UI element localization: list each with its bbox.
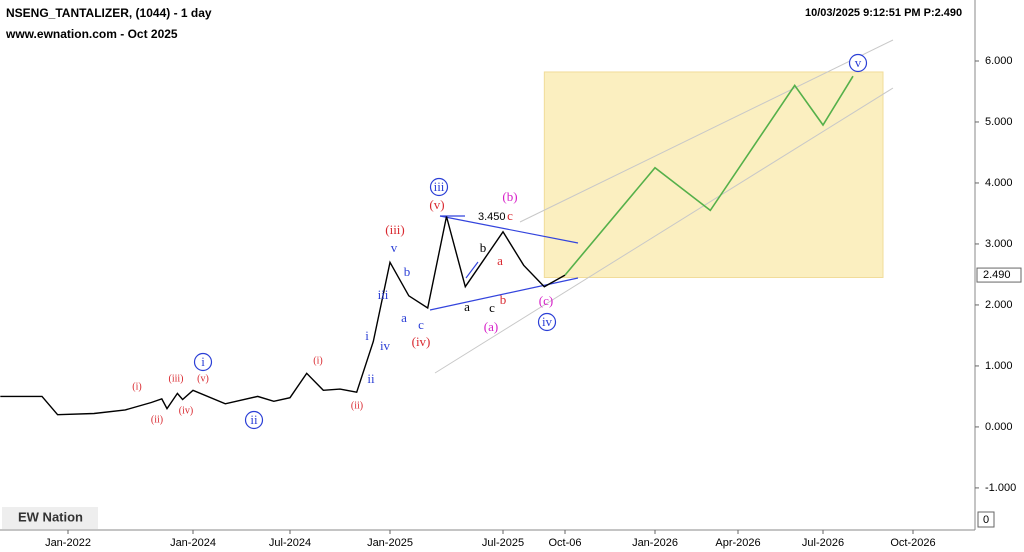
wave-label: (ii) — [351, 400, 363, 411]
trend-line — [439, 215, 579, 244]
wave-label: c — [489, 300, 495, 315]
chart-title: NSENG_TANTALIZER, (1044) - 1 day — [6, 6, 212, 20]
wave-label: (ii) — [151, 414, 163, 425]
wave-label: a — [497, 253, 503, 268]
wave-label: a — [464, 299, 470, 314]
x-tick-label: Jan-2022 — [45, 537, 91, 549]
channel-lines — [434, 39, 894, 374]
wave-label: a — [401, 310, 407, 325]
wave-label: ii — [250, 412, 258, 427]
wave-label: v — [855, 55, 862, 70]
y-tick-label: -1.000 — [985, 482, 1016, 494]
wave-label: c — [507, 208, 513, 223]
last-price-label: 2.490 — [983, 269, 1011, 281]
info: 10/03/2025 9:12:51 PM P:2.490 — [805, 7, 962, 19]
x-tick-label: Jan-2026 — [632, 537, 678, 549]
wave-label: i — [365, 328, 369, 343]
channel-line — [434, 87, 894, 374]
wave-label: iv — [380, 338, 391, 353]
y-tick-label: 1.000 — [985, 360, 1013, 372]
x-tick-label: Oct-06 — [548, 537, 581, 549]
y-tick-label: 6.000 — [985, 55, 1013, 67]
wave-circle — [193, 352, 213, 372]
wave-label: i — [201, 354, 205, 369]
wave-label: (c) — [539, 293, 553, 308]
logo: EW Nation — [18, 509, 83, 524]
wave-label: c — [418, 317, 424, 332]
wave-label: (iii) — [385, 222, 405, 237]
zone-layer — [543, 71, 884, 279]
wave-label: (iv) — [412, 334, 431, 349]
y-tick-label: 2.000 — [985, 299, 1013, 311]
wave-label: 3.450 — [478, 211, 506, 223]
triangle-lines — [429, 215, 579, 311]
wave-label: (v) — [197, 373, 209, 384]
trend-line — [465, 261, 479, 279]
wave-label: (i) — [132, 381, 141, 392]
target-zone — [543, 71, 884, 279]
y-tick-label: 3.000 — [985, 238, 1013, 250]
wave-label: b — [480, 240, 487, 255]
y-tick-label: 0.000 — [985, 421, 1013, 433]
corner-box — [977, 511, 995, 528]
wave-label: (i) — [313, 355, 322, 366]
wave-circle — [848, 53, 868, 73]
corner-label: 0 — [983, 514, 989, 526]
wave-label: iii — [434, 179, 445, 194]
wave-circle — [429, 177, 449, 197]
x-tick-label: Oct-2026 — [890, 537, 935, 549]
series-line — [564, 75, 854, 276]
x-tick-label: Jan-2025 — [367, 537, 413, 549]
wave-label: b — [500, 292, 507, 307]
wave-label: ii — [367, 371, 375, 386]
wave-label: (iv) — [179, 405, 193, 416]
series-line — [0, 216, 566, 416]
chart-subtitle: www.ewnation.com - Oct 2025 — [5, 27, 178, 41]
trend-line — [429, 277, 579, 311]
wave-label: (v) — [429, 197, 444, 212]
y-tick-label: 4.000 — [985, 177, 1013, 189]
wave-circle — [537, 312, 557, 332]
y-tick-label: 5.000 — [985, 116, 1013, 128]
wave-label: v — [391, 240, 398, 255]
wave-label: (a) — [484, 319, 498, 334]
wave-label: (iii) — [169, 373, 184, 384]
wave-label: (b) — [502, 189, 517, 204]
last-price-box — [976, 267, 1022, 283]
wave-label: b — [404, 264, 411, 279]
x-tick-label: Jul-2025 — [482, 537, 524, 549]
logo-box — [2, 507, 98, 529]
wave-circle — [244, 410, 264, 430]
x-tick-label: Jan-2024 — [170, 537, 216, 549]
wave-label: iv — [542, 314, 553, 329]
channel-line — [519, 39, 894, 223]
x-tick-label: Jul-2024 — [269, 537, 311, 549]
wave-label: iii — [378, 287, 389, 302]
x-tick-label: Apr-2026 — [715, 537, 760, 549]
x-tick-label: Jul-2026 — [802, 537, 844, 549]
